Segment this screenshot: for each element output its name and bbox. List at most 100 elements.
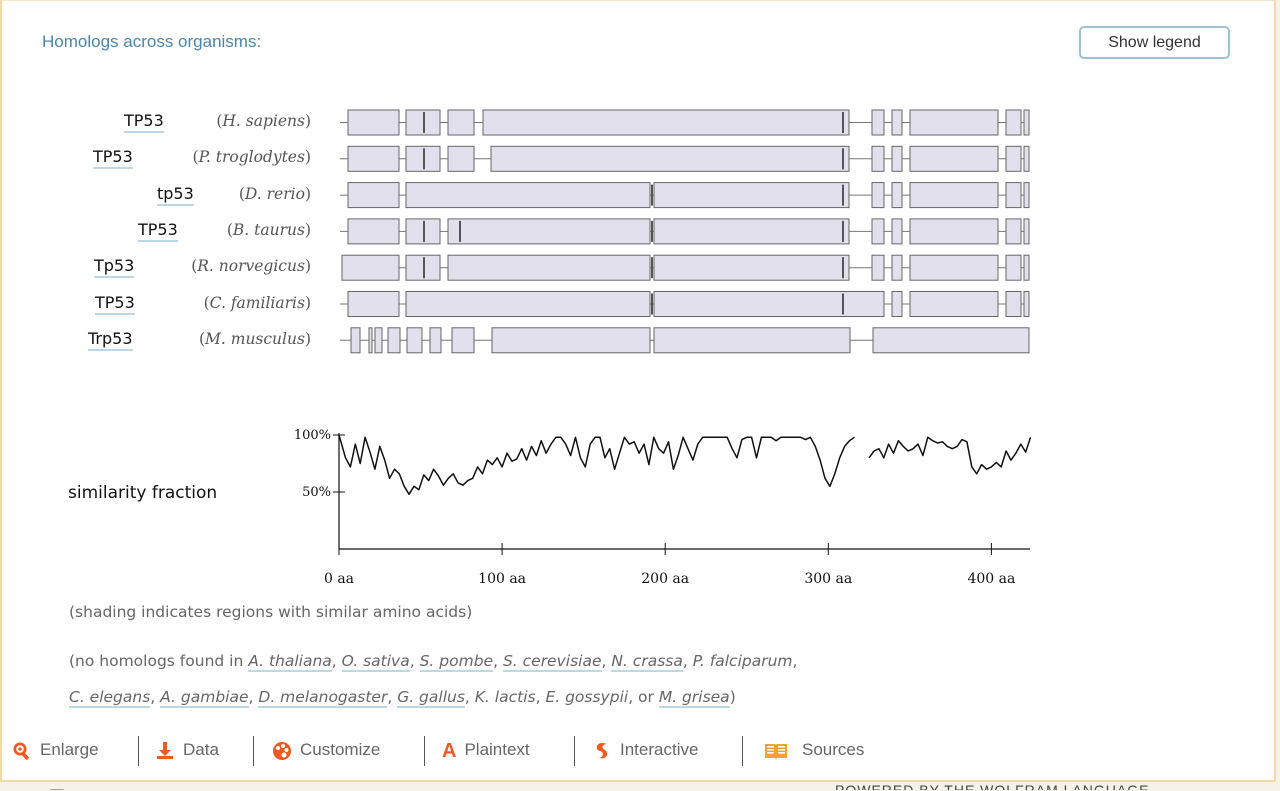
- gene-link[interactable]: TP53: [124, 111, 164, 133]
- sources-label: Sources: [802, 740, 865, 759]
- gene-link[interactable]: TP53: [93, 147, 133, 170]
- similarity-line: [338, 434, 855, 496]
- exon-block: [653, 291, 885, 317]
- exon-block: [871, 254, 885, 281]
- exon-block: [871, 218, 885, 245]
- download-icon: [157, 741, 173, 759]
- plaintext-button[interactable]: A Plaintext: [442, 737, 530, 763]
- plaintext-label: Plaintext: [464, 740, 530, 759]
- exon-block: [1023, 145, 1030, 172]
- separator-text: ,: [792, 652, 798, 670]
- exon-block: [891, 182, 903, 209]
- exon-block: [405, 145, 441, 172]
- no-homologs-prefix: (no homologs found in: [69, 652, 249, 670]
- toolbar-divider: [138, 736, 139, 766]
- footer-share-icon[interactable]: [50, 782, 110, 790]
- exon-block: [1005, 218, 1022, 245]
- exon-block: [871, 182, 885, 209]
- separator-text: ,: [682, 652, 693, 670]
- organism-label: (H. sapiens): [216, 112, 311, 130]
- exon-block: [891, 145, 903, 172]
- exon-block: [491, 327, 651, 354]
- exon-block: [1023, 254, 1030, 281]
- toolbar-divider: [424, 736, 425, 766]
- organism-label: (D. rerio): [238, 184, 311, 203]
- exon-block: [368, 327, 373, 354]
- exon-block: [909, 218, 999, 245]
- separator-text: ,: [493, 652, 503, 670]
- gene-link[interactable]: tp53: [157, 184, 194, 206]
- organism-link[interactable]: S. cerevisiae: [502, 652, 602, 672]
- show-legend-button[interactable]: Show legend: [1079, 26, 1230, 59]
- exon-block: [347, 145, 400, 172]
- interactive-button[interactable]: Interactive: [592, 737, 698, 763]
- organism-link[interactable]: N. crassa: [611, 652, 683, 672]
- organism-link[interactable]: O. sativa: [341, 652, 410, 672]
- exon-block: [406, 327, 423, 354]
- y-tick-label: 100%: [294, 428, 331, 443]
- exon-block: [891, 109, 903, 136]
- organism-name: K. lactis: [474, 688, 536, 706]
- data-button[interactable]: Data: [155, 737, 219, 763]
- spiky-icon: [596, 742, 608, 758]
- similarity-axis-label: similarity fraction: [68, 483, 218, 503]
- exon-block: [405, 254, 441, 281]
- exon-block: [447, 109, 475, 136]
- exon-block: [1023, 291, 1030, 317]
- enlarge-button[interactable]: Enlarge: [12, 737, 99, 763]
- powered-by-footer[interactable]: POWERED BY THE WOLFRAM LANGUAGE: [835, 783, 1149, 790]
- enlarge-label: Enlarge: [40, 740, 99, 759]
- organism-link[interactable]: S. pombe: [419, 652, 494, 672]
- organism-link[interactable]: C. elegans: [69, 688, 151, 708]
- exon-block: [405, 109, 441, 136]
- organism-link[interactable]: D. melanogaster: [258, 688, 388, 708]
- organism-link[interactable]: G. gallus: [397, 688, 465, 708]
- sources-button[interactable]: Sources: [764, 737, 864, 763]
- gene-link[interactable]: TP53: [95, 293, 135, 315]
- exon-block: [405, 218, 441, 245]
- x-tick-label: 300 aa: [804, 571, 852, 587]
- pod-title: Homologs across organisms:: [42, 32, 262, 51]
- data-label: Data: [183, 740, 219, 759]
- toolbar-divider: [742, 736, 743, 766]
- toolbar-divider: [253, 736, 254, 766]
- exon-block: [1023, 109, 1030, 136]
- organism-label: (C. familiaris): [203, 293, 311, 312]
- exon-block: [1005, 291, 1022, 317]
- exon-block: [653, 218, 850, 245]
- exon-block: [447, 254, 651, 281]
- exon-block: [909, 109, 999, 136]
- separator-text: ,: [248, 688, 259, 706]
- palette-icon: [273, 741, 291, 760]
- x-tick-label: 200 aa: [641, 571, 689, 587]
- separator-text: ,: [464, 688, 475, 706]
- x-tick-label: 400 aa: [967, 571, 1015, 587]
- x-tick-label: 100 aa: [478, 571, 526, 587]
- gene-link[interactable]: Trp53: [88, 329, 133, 351]
- exon-block: [909, 145, 999, 172]
- gene-link[interactable]: TP53: [138, 220, 178, 242]
- exon-block: [347, 291, 400, 317]
- exon-block: [387, 327, 401, 354]
- exon-block: [447, 145, 475, 172]
- book-icon: [765, 743, 787, 759]
- organism-name: P. falciparum: [692, 652, 793, 670]
- shading-note: (shading indicates regions with similar …: [69, 603, 473, 621]
- gene-link[interactable]: Tp53: [94, 256, 135, 279]
- separator-text: ,: [409, 652, 420, 670]
- exon-block: [909, 254, 999, 281]
- no-homologs-line-2: C. elegans, A. gambiae, D. melanogaster,…: [69, 688, 736, 708]
- organism-name: E. gossypii: [545, 688, 629, 706]
- exon-block: [872, 327, 1030, 354]
- organism-label: (P. troglodytes): [192, 148, 311, 167]
- organism-link[interactable]: A. thaliana: [248, 652, 332, 672]
- organism-link[interactable]: A. gambiae: [160, 688, 249, 708]
- organism-link[interactable]: M. grisea: [658, 688, 730, 708]
- exon-block: [347, 182, 400, 209]
- exon-block: [405, 291, 651, 317]
- separator-text: ,: [387, 688, 398, 706]
- customize-button[interactable]: Customize: [272, 737, 380, 763]
- exon-block: [490, 145, 850, 172]
